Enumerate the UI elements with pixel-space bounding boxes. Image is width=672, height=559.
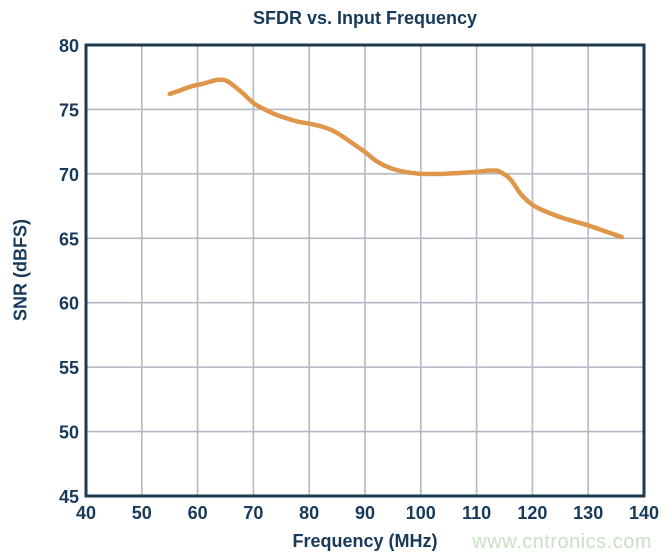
y-tick-label: 80	[59, 36, 79, 56]
y-tick-label: 60	[59, 294, 79, 314]
y-tick-label: 70	[59, 165, 79, 185]
x-tick-label: 90	[355, 503, 375, 523]
x-tick-label: 70	[243, 503, 263, 523]
x-axis-title: Frequency (MHz)	[292, 531, 438, 551]
y-tick-label: 55	[59, 358, 79, 378]
x-tick-label: 60	[188, 503, 208, 523]
x-tick-label: 50	[132, 503, 152, 523]
chart-title: SFDR vs. Input Frequency	[252, 8, 478, 28]
x-tick-label: 130	[573, 503, 603, 523]
y-tick-label: 75	[59, 100, 79, 120]
x-tick-label: 110	[462, 503, 491, 523]
y-tick-label: 65	[59, 229, 79, 249]
y-axis-title: SNR (dBFS)	[10, 219, 31, 321]
x-tick-label: 120	[517, 503, 547, 523]
y-tick-label: 50	[59, 423, 79, 443]
x-tick-label: 80	[299, 503, 319, 523]
x-tick-label: 40	[76, 503, 96, 523]
x-tick-label: 140	[629, 503, 659, 523]
x-tick-label: 100	[406, 503, 436, 523]
watermark-text: www.cntronics.com	[472, 531, 652, 553]
data-line	[167, 77, 624, 240]
plot-border	[84, 43, 646, 498]
y-tick-label: 45	[59, 487, 79, 507]
